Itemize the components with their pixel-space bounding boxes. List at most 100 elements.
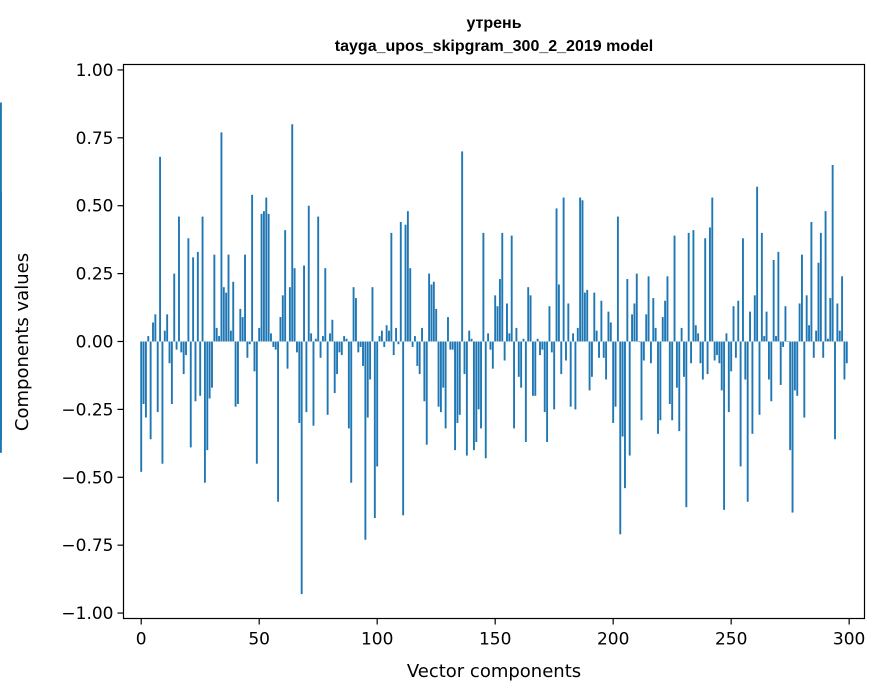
bar — [355, 298, 357, 342]
bar — [767, 341, 770, 380]
bar — [454, 341, 457, 451]
bar — [498, 279, 501, 342]
bar — [357, 341, 360, 353]
y-axis-ticks: −1.00 −0.75 −0.50 −0.25 0.00 0.25 0.50 0.75 1.00 — [61, 61, 124, 624]
x-tick-label: 250 — [715, 630, 747, 650]
bar — [553, 341, 556, 410]
bar — [218, 336, 221, 342]
bar — [723, 341, 726, 510]
bar — [175, 341, 178, 350]
bar — [508, 333, 511, 342]
bar — [520, 341, 523, 388]
bar — [331, 319, 334, 342]
bar — [815, 330, 818, 342]
bar — [569, 341, 572, 407]
bar — [163, 330, 166, 342]
bar — [810, 222, 813, 342]
bar — [432, 281, 435, 342]
bar — [317, 216, 320, 342]
y-tick-label: −0.75 — [61, 536, 113, 556]
bar — [576, 327, 579, 342]
bar — [671, 341, 674, 421]
bar — [602, 341, 605, 358]
bar — [546, 341, 549, 442]
bar — [758, 341, 761, 415]
bar — [487, 333, 490, 342]
bar — [501, 232, 504, 342]
bar — [421, 327, 423, 342]
bar — [734, 341, 737, 358]
bar — [822, 341, 825, 358]
bar — [829, 298, 832, 342]
bar — [522, 338, 525, 342]
bar — [288, 287, 291, 342]
bar — [496, 306, 499, 342]
bar — [458, 341, 461, 415]
bar — [180, 341, 183, 353]
x-tick-label: 0 — [136, 630, 147, 650]
bar — [154, 314, 157, 342]
bar — [680, 327, 683, 342]
bar — [779, 341, 782, 385]
bar — [461, 151, 464, 342]
bar — [371, 287, 374, 342]
bar — [352, 287, 355, 342]
bar — [562, 197, 565, 342]
bar — [237, 341, 239, 404]
bar — [482, 232, 485, 342]
bar — [144, 341, 147, 418]
bar — [340, 341, 343, 356]
bar — [673, 235, 676, 342]
bar — [192, 257, 195, 342]
y-tick-label: −0.25 — [61, 400, 113, 420]
bar — [772, 260, 775, 342]
bar — [484, 341, 487, 459]
bar — [642, 341, 645, 361]
bar — [300, 341, 303, 595]
bar — [203, 341, 206, 483]
bar — [579, 197, 582, 342]
bar — [142, 341, 145, 404]
bar — [383, 341, 386, 347]
bar — [156, 341, 159, 413]
bar — [239, 308, 242, 342]
bar — [206, 341, 209, 451]
bar — [258, 327, 261, 342]
bar — [612, 341, 615, 423]
bar — [406, 211, 409, 342]
bar — [211, 341, 213, 388]
bar — [324, 268, 327, 342]
bar — [428, 273, 431, 342]
bar — [796, 341, 799, 396]
bar — [286, 341, 289, 369]
bar — [480, 341, 482, 429]
bar — [437, 341, 440, 407]
bar — [470, 338, 473, 342]
bar — [274, 341, 277, 350]
bar — [664, 300, 667, 342]
bar — [312, 341, 315, 426]
bar — [782, 341, 785, 347]
bar — [824, 211, 827, 342]
bar — [708, 227, 711, 342]
bar — [225, 292, 228, 342]
bar — [397, 341, 400, 345]
bar — [227, 254, 230, 342]
bar — [376, 341, 379, 467]
x-tick-label: 300 — [833, 630, 865, 650]
bar — [647, 276, 650, 342]
bar — [690, 341, 692, 364]
bar — [343, 336, 346, 342]
bar — [640, 341, 643, 421]
bar — [234, 341, 237, 407]
bar — [388, 330, 390, 342]
bar — [491, 341, 494, 369]
bar — [616, 216, 619, 342]
bar — [168, 341, 171, 364]
y-axis-label: Components values — [12, 253, 33, 431]
bar — [765, 311, 768, 342]
bar — [798, 303, 801, 342]
bar — [819, 232, 822, 342]
bar — [404, 224, 407, 342]
bar — [742, 238, 744, 342]
